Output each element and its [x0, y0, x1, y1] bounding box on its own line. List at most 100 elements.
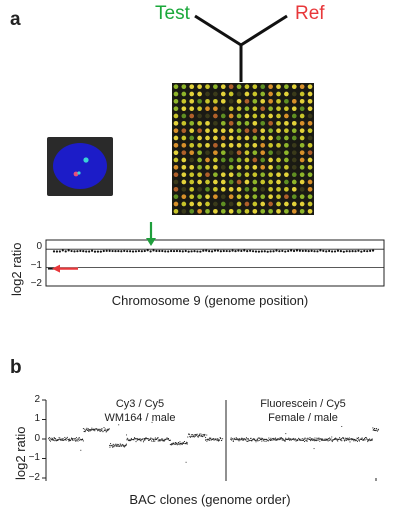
right-plot-point	[357, 438, 359, 440]
microarray-spot	[220, 98, 226, 104]
microarray-spot	[284, 164, 289, 170]
left-plot-point	[160, 439, 162, 441]
left-plot-point	[179, 444, 181, 446]
right-plot-point	[275, 437, 277, 439]
right-plot-point	[331, 441, 333, 443]
right-plot-point	[238, 440, 240, 442]
right-plot-point	[346, 439, 348, 441]
left-plot-point-outlier	[185, 461, 187, 463]
right-plot-point	[244, 438, 246, 440]
left-plot-point	[89, 430, 91, 432]
microarray-spot	[205, 98, 210, 104]
chartA-point	[96, 250, 100, 253]
hybridization-tree	[194, 14, 288, 82]
right-plot-point	[355, 440, 357, 442]
chartA-point	[117, 249, 120, 253]
microarray-spot	[268, 98, 273, 104]
left-plot-point	[78, 438, 80, 440]
right-plot-point	[347, 439, 349, 441]
right-plot-point	[276, 439, 278, 441]
right-plot-point	[242, 438, 244, 440]
right-plot-point	[372, 427, 374, 429]
left-plot-point	[159, 439, 161, 441]
chartA-deleted-point	[47, 267, 51, 270]
microarray-spot	[252, 113, 258, 119]
right-plot-point	[324, 438, 326, 440]
chartA-point	[363, 249, 366, 253]
left-plot-point	[72, 439, 74, 441]
right-plot-point	[270, 437, 272, 439]
left-plot-point	[144, 439, 146, 441]
left-plot-point	[61, 439, 63, 441]
right-plot-point	[345, 439, 347, 441]
right-plot-point	[329, 439, 331, 441]
right-plot-point	[233, 438, 235, 440]
right-plot-point	[296, 440, 298, 442]
left-plot-point	[162, 439, 164, 441]
left-plot-point	[136, 439, 138, 441]
left-plot-point	[112, 446, 114, 448]
left-plot-point	[208, 438, 210, 440]
microarray-spot	[307, 84, 313, 90]
chartA-point	[266, 250, 269, 253]
microarray-spot	[197, 142, 202, 148]
left-plot-point	[117, 445, 119, 447]
microarray-spot	[291, 106, 297, 112]
right-plot-point	[258, 439, 260, 441]
microarray-spot	[228, 142, 234, 148]
microarray-spot	[197, 157, 202, 163]
chromosome9-plot	[45, 222, 385, 287]
chartA-point	[336, 249, 340, 252]
left-plot-point	[81, 439, 83, 441]
microarray-spot	[213, 113, 218, 119]
left-plot-point	[56, 440, 58, 442]
microarray-spot	[276, 172, 281, 178]
microarray-spot	[252, 135, 258, 141]
right-plot-point	[338, 438, 340, 440]
microarray-spot	[260, 194, 266, 200]
chartA-ytick-2: −2	[30, 278, 42, 289]
left-plot-point	[215, 438, 217, 440]
microarray-spot	[252, 150, 258, 156]
right-plot-point	[288, 437, 290, 439]
microarray-spot	[268, 157, 273, 163]
microarray-spot	[173, 179, 179, 185]
right-plot-point	[365, 436, 367, 438]
chartA-xlabel: Chromosome 9 (genome position)	[111, 293, 309, 308]
right-plot-point	[336, 439, 338, 441]
chartA-point	[210, 250, 214, 253]
right-plot-point	[254, 439, 256, 441]
right-plot-point	[327, 440, 329, 442]
left-plot-point	[82, 440, 84, 442]
right-plot-point	[259, 437, 261, 439]
left-plot-point	[137, 439, 139, 441]
microarray-spot	[181, 201, 187, 207]
left-plot-point	[132, 439, 134, 441]
right-plot-point	[368, 440, 370, 442]
left-plot-point	[61, 439, 63, 441]
microarray-spot	[244, 186, 250, 192]
microarray-spot	[284, 208, 289, 214]
right-plot-point	[312, 438, 314, 440]
chartA-point	[137, 249, 140, 253]
left-plot-point	[101, 428, 103, 430]
right-plot-point	[374, 427, 376, 429]
left-plot-point	[53, 438, 55, 440]
chartA-point	[64, 250, 67, 253]
chartA-point	[82, 249, 85, 253]
right-plot-point	[301, 438, 303, 440]
microarray-spot	[205, 201, 210, 207]
chartA-point	[61, 249, 64, 252]
right-plot-point	[319, 440, 321, 442]
microarray-spot	[213, 164, 218, 170]
microarray-spot	[220, 179, 226, 185]
right-plot-point	[273, 439, 275, 441]
microarray-spot	[173, 120, 179, 126]
right-plot-point	[340, 439, 342, 441]
left-plot-point	[55, 438, 57, 440]
microarray-spot	[268, 142, 273, 148]
right-plot-point	[254, 438, 256, 440]
chartB-ytick-1: 1	[34, 413, 40, 424]
left-plot-point	[57, 439, 59, 441]
left-plot-point	[164, 438, 166, 440]
